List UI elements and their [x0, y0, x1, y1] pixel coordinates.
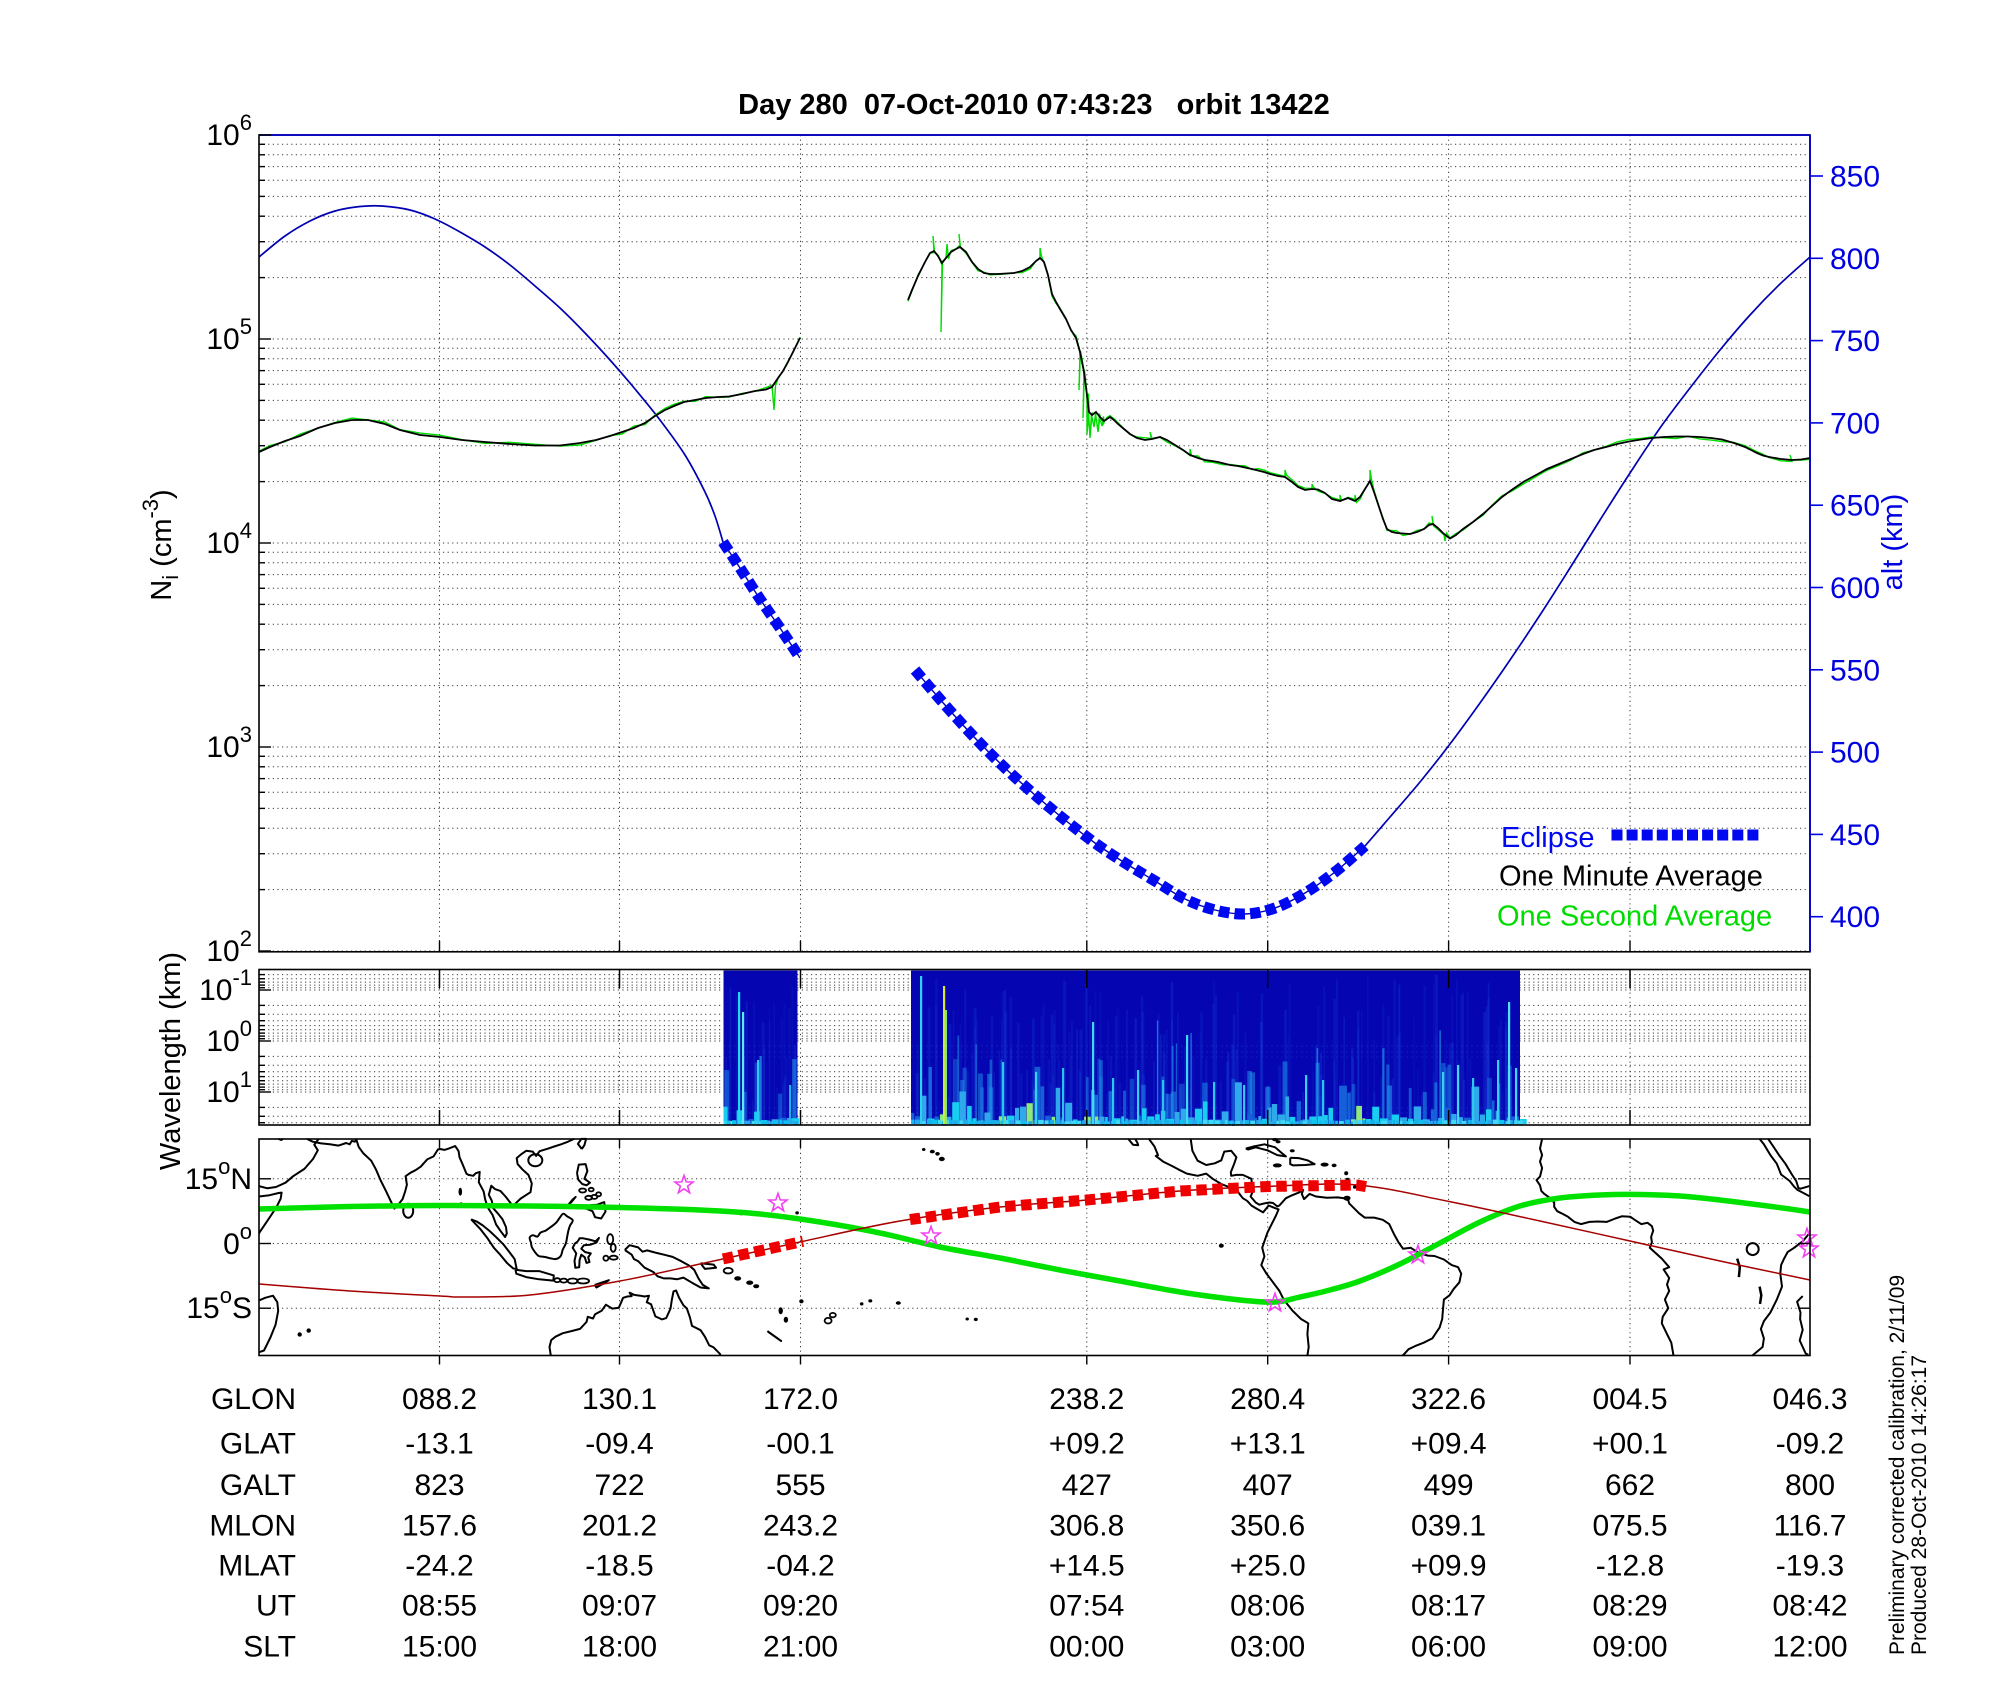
svg-text:03:00: 03:00 — [1230, 1631, 1305, 1664]
svg-text:600: 600 — [1830, 572, 1880, 605]
svg-text:SLT: SLT — [243, 1631, 296, 1664]
svg-text:09:07: 09:07 — [582, 1590, 657, 1623]
svg-text:157.6: 157.6 — [402, 1510, 477, 1543]
svg-text:322.6: 322.6 — [1411, 1383, 1486, 1416]
svg-text:18:00: 18:00 — [582, 1631, 657, 1664]
svg-text:+14.5: +14.5 — [1049, 1550, 1125, 1583]
svg-text:-18.5: -18.5 — [585, 1550, 653, 1583]
svg-text:alt (km): alt (km) — [1877, 494, 1909, 591]
svg-text:039.1: 039.1 — [1411, 1510, 1486, 1543]
svg-text:850: 850 — [1830, 161, 1880, 194]
svg-text:306.8: 306.8 — [1049, 1510, 1124, 1543]
svg-text:700: 700 — [1830, 407, 1880, 440]
svg-text:750: 750 — [1830, 325, 1880, 358]
svg-text:+13.1: +13.1 — [1230, 1428, 1306, 1461]
svg-text:280.4: 280.4 — [1230, 1383, 1305, 1416]
svg-text:One Second Average: One Second Average — [1497, 901, 1772, 933]
svg-text:243.2: 243.2 — [763, 1510, 838, 1543]
svg-text:004.5: 004.5 — [1592, 1383, 1667, 1416]
svg-text:07:54: 07:54 — [1049, 1590, 1124, 1623]
svg-text:201.2: 201.2 — [582, 1510, 657, 1543]
svg-text:Eclipse: Eclipse — [1501, 822, 1595, 854]
svg-text:-09.4: -09.4 — [585, 1428, 653, 1461]
svg-text:Wavelength (km): Wavelength (km) — [155, 952, 187, 1170]
svg-text:400: 400 — [1830, 901, 1880, 934]
svg-text:09:20: 09:20 — [763, 1590, 838, 1623]
svg-text:075.5: 075.5 — [1592, 1510, 1667, 1543]
svg-text:550: 550 — [1830, 654, 1880, 687]
svg-text:-12.8: -12.8 — [1596, 1550, 1664, 1583]
svg-text:UT: UT — [256, 1590, 296, 1623]
svg-text:-04.2: -04.2 — [766, 1550, 834, 1583]
svg-text:662: 662 — [1605, 1469, 1655, 1502]
svg-text:GALT: GALT — [220, 1469, 296, 1502]
svg-text:722: 722 — [594, 1469, 644, 1502]
svg-text:15:00: 15:00 — [402, 1631, 477, 1664]
svg-text:GLON: GLON — [211, 1383, 296, 1416]
svg-text:350.6: 350.6 — [1230, 1510, 1305, 1543]
svg-text:-09.2: -09.2 — [1776, 1428, 1844, 1461]
svg-text:+09.2: +09.2 — [1049, 1428, 1125, 1461]
svg-text:08:55: 08:55 — [402, 1590, 477, 1623]
svg-text:08:42: 08:42 — [1772, 1590, 1847, 1623]
svg-text:08:29: 08:29 — [1592, 1590, 1667, 1623]
svg-text:+25.0: +25.0 — [1230, 1550, 1306, 1583]
svg-text:800: 800 — [1830, 243, 1880, 276]
svg-text:+09.4: +09.4 — [1411, 1428, 1487, 1461]
svg-text:116.7: 116.7 — [1774, 1510, 1847, 1543]
svg-text:Preliminary corrected calibrat: Preliminary corrected calibration, 2/11/… — [1886, 1275, 1909, 1655]
svg-text:09:00: 09:00 — [1592, 1631, 1667, 1664]
svg-text:650: 650 — [1830, 490, 1880, 523]
svg-text:00:00: 00:00 — [1049, 1631, 1124, 1664]
svg-text:MLAT: MLAT — [218, 1550, 296, 1583]
svg-text:499: 499 — [1424, 1469, 1474, 1502]
svg-text:238.2: 238.2 — [1049, 1383, 1124, 1416]
svg-text:One Minute Average: One Minute Average — [1499, 861, 1763, 893]
svg-text:800: 800 — [1785, 1469, 1835, 1502]
svg-text:Produced 28-Oct-2010 14:26:17: Produced 28-Oct-2010 14:26:17 — [1908, 1355, 1931, 1655]
svg-text:08:17: 08:17 — [1411, 1590, 1486, 1623]
svg-text:+09.9: +09.9 — [1411, 1550, 1487, 1583]
svg-text:21:00: 21:00 — [763, 1631, 838, 1664]
svg-text:-13.1: -13.1 — [405, 1428, 473, 1461]
svg-text:-19.3: -19.3 — [1776, 1550, 1844, 1583]
svg-text:+00.1: +00.1 — [1592, 1428, 1668, 1461]
svg-text:Day 280 07-Oct-2010 07:43:23: Day 280 07-Oct-2010 07:43:23 orbit 13422 — [738, 89, 1330, 121]
svg-text:450: 450 — [1830, 819, 1880, 852]
svg-text:500: 500 — [1830, 737, 1880, 770]
svg-text:407: 407 — [1243, 1469, 1293, 1502]
svg-text:555: 555 — [775, 1469, 825, 1502]
svg-text:GLAT: GLAT — [220, 1428, 296, 1461]
svg-text:427: 427 — [1062, 1469, 1112, 1502]
svg-text:06:00: 06:00 — [1411, 1631, 1486, 1664]
svg-text:088.2: 088.2 — [402, 1383, 477, 1416]
svg-text:-00.1: -00.1 — [766, 1428, 834, 1461]
svg-text:MLON: MLON — [209, 1510, 296, 1543]
svg-text:130.1: 130.1 — [582, 1383, 657, 1416]
svg-text:-24.2: -24.2 — [405, 1550, 473, 1583]
svg-text:12:00: 12:00 — [1772, 1631, 1847, 1664]
svg-text:08:06: 08:06 — [1230, 1590, 1305, 1623]
svg-text:046.3: 046.3 — [1772, 1383, 1847, 1416]
svg-text:823: 823 — [414, 1469, 464, 1502]
svg-text:172.0: 172.0 — [763, 1383, 838, 1416]
